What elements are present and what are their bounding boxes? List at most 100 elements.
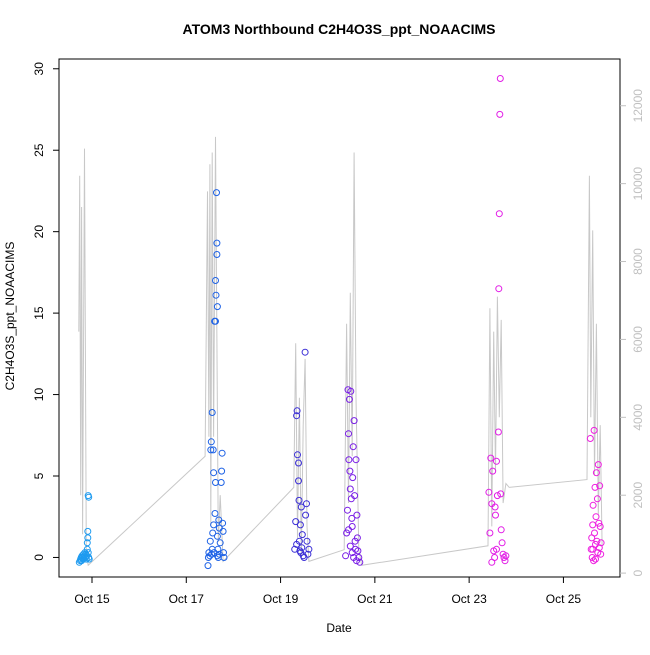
data-point — [213, 303, 221, 311]
data-point — [84, 527, 92, 535]
data-point — [596, 523, 604, 530]
y-tick-label: 30 — [32, 62, 46, 76]
data-point — [209, 529, 217, 537]
data-point — [298, 531, 306, 539]
y2-axis: 0 2000 4000 6000 8000 10000 12000 — [620, 89, 645, 576]
data-point — [593, 495, 601, 503]
data-point — [348, 523, 356, 530]
data-point — [215, 550, 223, 558]
data-point — [84, 549, 92, 557]
data-point — [493, 492, 501, 500]
data-point — [595, 519, 603, 527]
chart-title: ATOM3 Northbound C2H4O3S_ppt_NOAACIMS — [183, 21, 496, 37]
data-point — [83, 539, 91, 547]
data-point — [210, 469, 218, 477]
data-point — [492, 511, 499, 519]
y-tick-label: 25 — [32, 143, 46, 157]
y-tick-label: 5 — [32, 472, 46, 479]
data-point — [498, 539, 506, 547]
data-point — [220, 554, 228, 561]
data-point — [293, 412, 301, 420]
data-point — [493, 545, 500, 553]
data-point — [295, 496, 303, 504]
data-point — [216, 539, 224, 547]
data-point — [488, 558, 496, 566]
data-point — [207, 438, 215, 446]
data-point — [212, 277, 219, 284]
x-axis: Oct 15 Oct 17 Oct 19 Oct 21 Oct 23 Oct 25 — [74, 576, 582, 606]
data-point — [345, 430, 352, 438]
data-point — [501, 557, 509, 565]
data-point — [213, 239, 221, 247]
data-point — [597, 550, 605, 558]
data-point — [491, 503, 499, 511]
y2-tick-label: 8000 — [631, 248, 645, 275]
data-point — [591, 529, 598, 537]
flight-series-2 — [204, 189, 228, 570]
data-point — [353, 511, 361, 519]
data-point — [355, 554, 363, 561]
data-point — [295, 477, 302, 485]
data-point — [493, 457, 500, 465]
x-axis-label: Date — [326, 621, 352, 635]
data-point — [292, 518, 300, 526]
data-point — [591, 483, 599, 491]
data-point — [304, 550, 312, 558]
data-point — [214, 545, 222, 553]
data-point — [297, 503, 305, 511]
x-tick-label: Oct 25 — [546, 592, 582, 606]
data-point — [294, 451, 301, 459]
data-point — [495, 210, 503, 218]
data-point — [349, 474, 357, 482]
data-point — [345, 456, 353, 464]
data-point — [489, 467, 497, 475]
data-point — [354, 547, 362, 555]
data-point — [589, 545, 597, 553]
y2-tick-label: 0 — [631, 569, 645, 576]
data-point — [353, 534, 361, 542]
data-point — [495, 285, 503, 293]
data-point — [342, 552, 350, 560]
data-point — [502, 552, 510, 560]
data-point — [596, 482, 604, 490]
data-point — [207, 446, 215, 454]
data-point — [497, 526, 505, 534]
data-point — [213, 189, 220, 197]
data-point — [486, 529, 494, 537]
data-point — [301, 348, 309, 356]
data-point — [496, 75, 504, 82]
data-point — [219, 527, 227, 535]
altitude-line — [78, 136, 603, 567]
flight-series-3 — [291, 348, 313, 561]
y-tick-label: 0 — [32, 554, 46, 561]
data-point — [356, 558, 364, 566]
data-point — [500, 554, 508, 561]
x-tick-label: Oct 21 — [357, 592, 393, 606]
data-point — [346, 485, 354, 493]
y2-tick-label: 2000 — [631, 482, 645, 509]
y-axis: 0 5 10 15 20 25 30 — [32, 62, 59, 561]
data-point — [485, 488, 493, 496]
data-point — [208, 409, 216, 416]
data-point — [352, 456, 360, 464]
x-tick-label: Oct 23 — [451, 592, 487, 606]
data-point — [590, 426, 598, 434]
data-point — [593, 537, 601, 545]
y2-tick-label: 6000 — [631, 326, 645, 353]
data-point — [588, 554, 596, 561]
data-point — [210, 521, 218, 529]
y2-tick-label: 12000 — [631, 89, 645, 123]
x-tick-label: Oct 19 — [263, 592, 299, 606]
data-point — [351, 492, 359, 500]
points-layer — [75, 75, 605, 570]
data-point — [297, 549, 305, 557]
data-point — [590, 557, 598, 565]
y-tick-label: 15 — [32, 306, 46, 320]
data-point — [213, 251, 221, 258]
data-point — [348, 514, 356, 522]
flight-series-5 — [485, 75, 510, 566]
y2-tick-label: 4000 — [631, 404, 645, 431]
data-point — [85, 555, 93, 563]
data-point — [586, 435, 594, 442]
